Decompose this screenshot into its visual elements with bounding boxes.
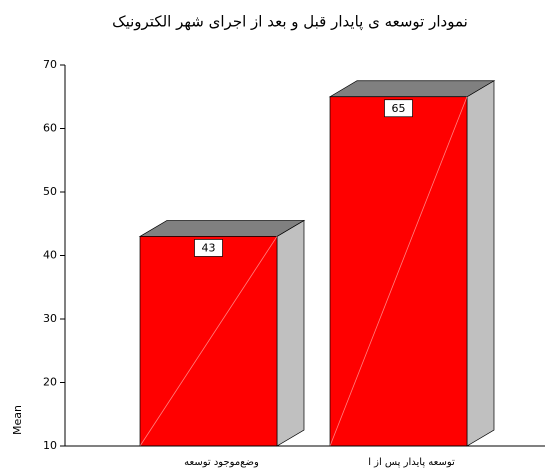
value-label-box [194,239,223,257]
y-axis-label: Mean [11,405,24,435]
y-tick-label: 50 [43,185,57,198]
bar-side [276,219,305,447]
y-tick-label: 10 [43,439,57,452]
bar-shade [139,236,278,447]
value-label: 43 [202,241,216,254]
bar-side [466,80,495,447]
y-tick-label: 30 [43,312,57,325]
value-label-box [384,99,413,118]
y-tick-label: 20 [43,376,57,389]
value-label: 65 [392,102,406,115]
y-tick-label: 40 [43,249,57,262]
y-tick-label: 60 [43,122,57,135]
chart-title: نمودار توسعه ی پایدار قبل و بعد از اجرای… [112,13,468,32]
bar-top [138,220,306,237]
bar-shade [329,96,468,447]
x-tick-label: توسعه پایدار پس از ا [368,457,455,468]
x-tick-label: وضع‌موجود توسعه [184,457,259,468]
y-tick-label: 70 [43,58,57,71]
bar-top [328,80,496,98]
